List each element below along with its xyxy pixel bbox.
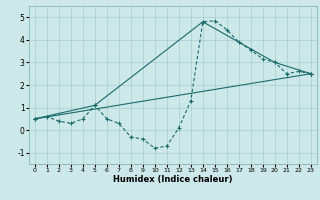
X-axis label: Humidex (Indice chaleur): Humidex (Indice chaleur) xyxy=(113,175,233,184)
